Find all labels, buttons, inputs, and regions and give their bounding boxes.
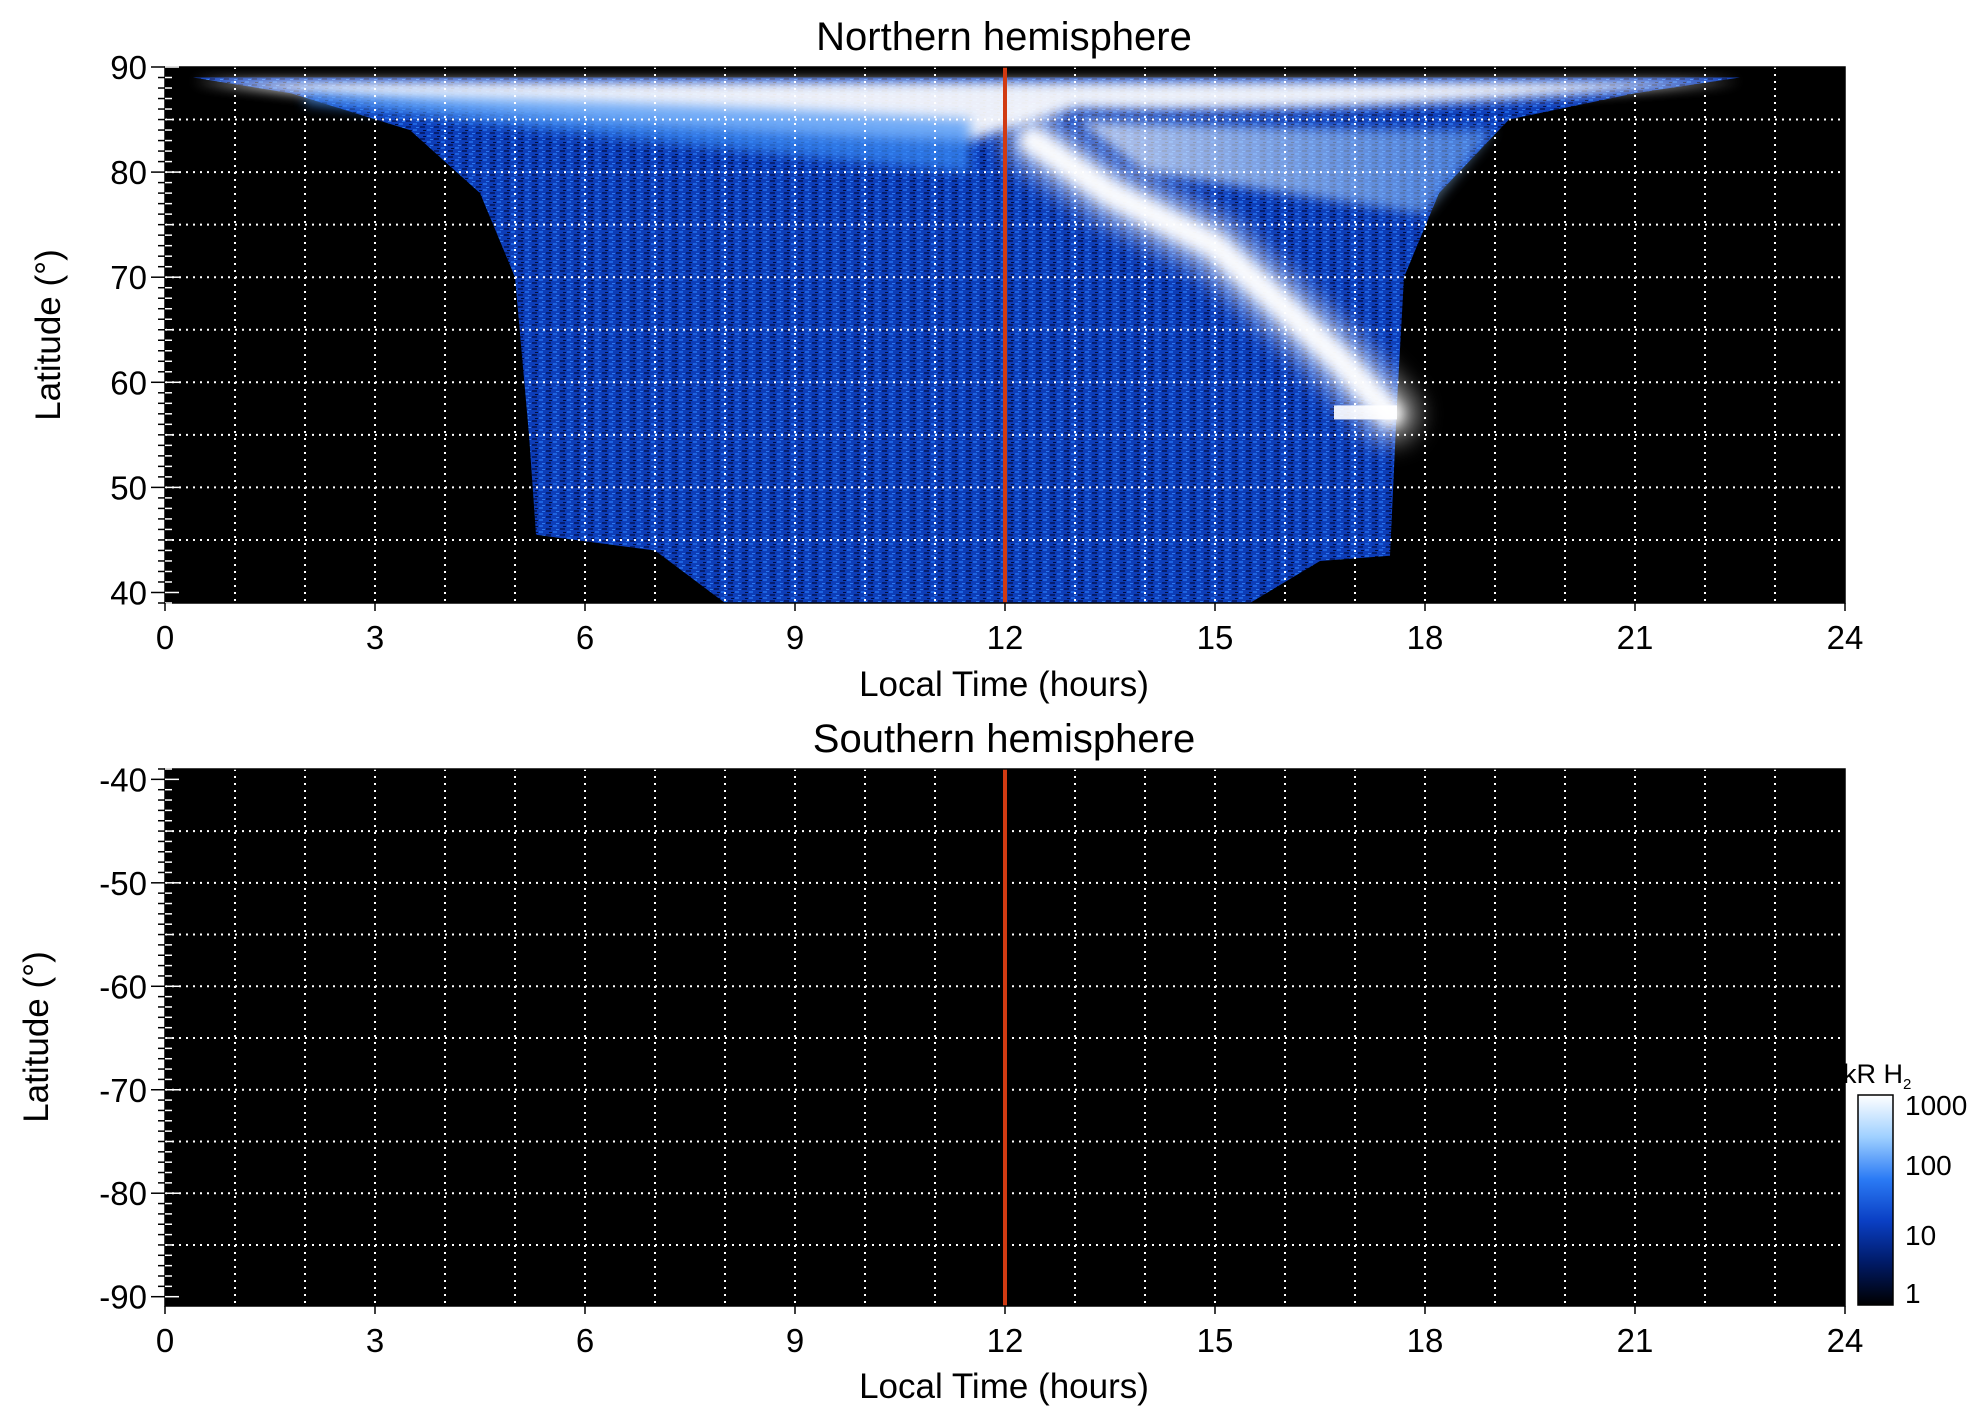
colorbar-ticks: 1 10 100 1000 [1905, 1090, 1967, 1309]
south-panel: Southern hemisphere -40 -50 -60 -70 -80 … [17, 717, 1863, 1406]
south-title: Southern hemisphere [813, 717, 1195, 761]
south-ytick-label: -80 [99, 1175, 147, 1212]
colorbar: kR H2 1 10 100 1000 [1843, 1059, 1967, 1309]
north-title: Northern hemisphere [816, 15, 1192, 59]
north-panel: Northern hemisphere 40 50 60 70 80 90 0 … [29, 15, 1863, 704]
colorbar-title-subscript: 2 [1903, 1076, 1911, 1093]
north-dawn-glow [305, 93, 970, 173]
south-xtick-label: 0 [156, 1322, 174, 1359]
north-ytick-label: 80 [110, 154, 147, 191]
north-ytick-label: 90 [110, 49, 147, 86]
north-xtick-label: 21 [1617, 619, 1654, 656]
north-y-ticks: 40 50 60 70 80 90 [110, 49, 147, 611]
north-ytick-label: 60 [110, 364, 147, 401]
colorbar-gradient [1857, 1094, 1894, 1306]
colorbar-title: kR H2 [1843, 1059, 1911, 1093]
north-x-axis-label: Local Time (hours) [859, 665, 1149, 704]
north-y-axis-label: Latitude (°) [29, 249, 68, 421]
south-xtick-label: 12 [987, 1322, 1024, 1359]
south-xtick-label: 18 [1407, 1322, 1444, 1359]
north-ytick-label: 70 [110, 259, 147, 296]
north-xtick-label: 6 [576, 619, 594, 656]
south-y-axis-label: Latitude (°) [17, 951, 56, 1123]
south-x-ticks: 0 3 6 9 12 15 18 21 24 [156, 1322, 1864, 1359]
south-ytick-label: -70 [99, 1072, 147, 1109]
south-xtick-label: 21 [1617, 1322, 1654, 1359]
north-polar-cap-glow [193, 81, 1740, 141]
north-emission-region [193, 77, 1740, 603]
north-ytick-label: 50 [110, 469, 147, 506]
north-ytick-label: 40 [110, 574, 147, 611]
north-emission-layer [193, 77, 1740, 603]
south-x-axis-label: Local Time (hours) [859, 1367, 1149, 1406]
north-xtick-label: 18 [1407, 619, 1444, 656]
south-ytick-label: -60 [99, 968, 147, 1005]
south-y-ticks: -40 -50 -60 -70 -80 -90 [99, 761, 147, 1315]
south-xtick-label: 6 [576, 1322, 594, 1359]
north-xtick-label: 0 [156, 619, 174, 656]
colorbar-tick-label: 10 [1905, 1220, 1936, 1251]
south-minor-ticks [151, 768, 1846, 1314]
colorbar-title-main: kR H [1843, 1059, 1903, 1089]
colorbar-tick-label: 1 [1905, 1278, 1921, 1309]
south-xtick-label: 9 [786, 1322, 804, 1359]
south-xtick-label: 15 [1197, 1322, 1234, 1359]
north-xtick-label: 15 [1197, 619, 1234, 656]
north-xtick-label: 24 [1827, 619, 1864, 656]
north-minor-ticks [151, 66, 1846, 611]
north-xtick-label: 3 [366, 619, 384, 656]
north-xtick-label: 9 [786, 619, 804, 656]
south-ytick-label: -40 [99, 761, 147, 798]
south-ytick-label: -50 [99, 865, 147, 902]
south-xtick-label: 3 [366, 1322, 384, 1359]
colorbar-tick-label: 100 [1905, 1150, 1952, 1181]
north-x-ticks: 0 3 6 9 12 15 18 21 24 [156, 619, 1864, 656]
colorbar-tick-label: 1000 [1905, 1090, 1967, 1121]
south-xtick-label: 24 [1827, 1322, 1864, 1359]
north-bright-patch [1334, 405, 1397, 420]
north-xtick-label: 12 [987, 619, 1024, 656]
south-ytick-label: -90 [99, 1279, 147, 1316]
